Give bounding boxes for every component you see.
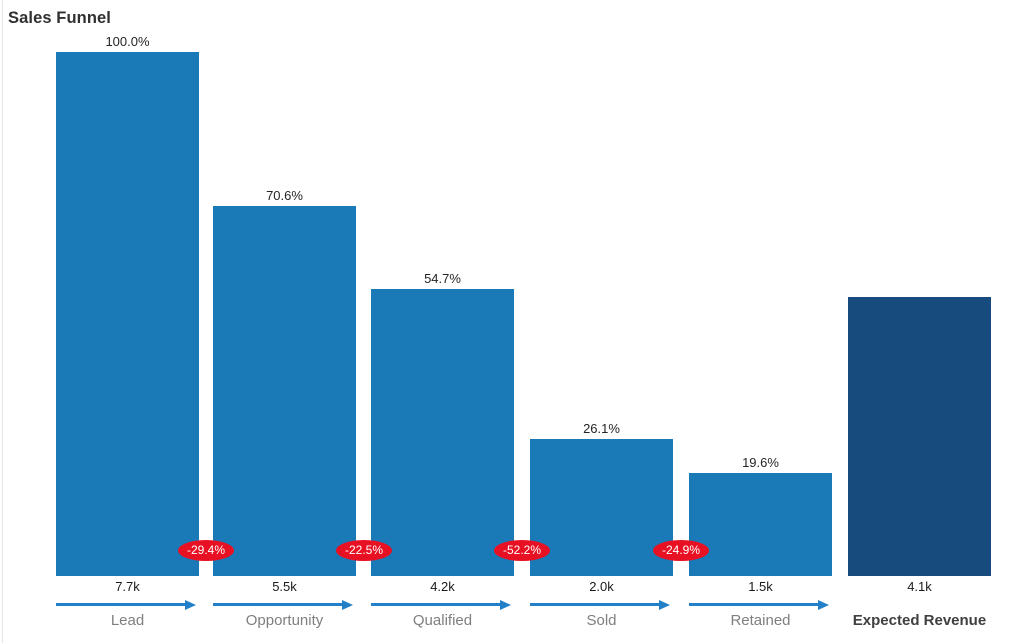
- funnel-bar-retained[interactable]: [689, 473, 832, 576]
- stage-label-lead: Lead: [110, 612, 145, 629]
- stage-label-qualified: Qualified: [412, 612, 473, 629]
- stage-label-sold: Sold: [586, 612, 617, 629]
- arrow-line: [56, 603, 185, 606]
- arrow-head: [342, 599, 353, 610]
- funnel-bar-opportunity[interactable]: [213, 206, 356, 576]
- arrow-head: [185, 599, 196, 610]
- stage-arrow-icon-retained: [689, 599, 829, 610]
- conversion-badge-4: -24.9%: [653, 540, 709, 561]
- value-label-expected-revenue: 4.1k: [907, 579, 932, 594]
- percent-label-lead: 100.0%: [105, 34, 150, 49]
- arrow-head: [818, 599, 829, 610]
- conversion-badge-2: -22.5%: [336, 540, 392, 561]
- stage-label-expected-revenue: Expected Revenue: [852, 612, 987, 629]
- percent-label-sold: 26.1%: [583, 421, 620, 436]
- funnel-bar-sold[interactable]: [530, 439, 673, 576]
- arrow-head: [500, 599, 511, 610]
- conversion-badge-3: -52.2%: [494, 540, 550, 561]
- stage-label-retained: Retained: [730, 612, 791, 629]
- funnel-bar-expected-revenue[interactable]: [848, 297, 991, 576]
- value-label-lead: 7.7k: [115, 579, 140, 594]
- percent-label-qualified: 54.7%: [424, 271, 461, 286]
- stage-arrow-icon-opportunity: [213, 599, 353, 610]
- arrow-line: [530, 603, 659, 606]
- pane-edge-line: [2, 0, 3, 643]
- value-label-qualified: 4.2k: [430, 579, 455, 594]
- stage-arrow-icon-sold: [530, 599, 670, 610]
- value-label-sold: 2.0k: [589, 579, 614, 594]
- stage-label-opportunity: Opportunity: [245, 612, 324, 629]
- value-label-opportunity: 5.5k: [272, 579, 297, 594]
- conversion-badge-1: -29.4%: [178, 540, 234, 561]
- funnel-bar-lead[interactable]: [56, 52, 199, 576]
- stage-arrow-icon-lead: [56, 599, 196, 610]
- funnel-bar-qualified[interactable]: [371, 289, 514, 576]
- arrow-line: [371, 603, 500, 606]
- arrow-head: [659, 599, 670, 610]
- chart-title: Sales Funnel: [8, 9, 111, 27]
- percent-label-opportunity: 70.6%: [266, 188, 303, 203]
- arrow-line: [689, 603, 818, 606]
- arrow-line: [213, 603, 342, 606]
- value-label-retained: 1.5k: [748, 579, 773, 594]
- percent-label-retained: 19.6%: [742, 455, 779, 470]
- stage-arrow-icon-qualified: [371, 599, 511, 610]
